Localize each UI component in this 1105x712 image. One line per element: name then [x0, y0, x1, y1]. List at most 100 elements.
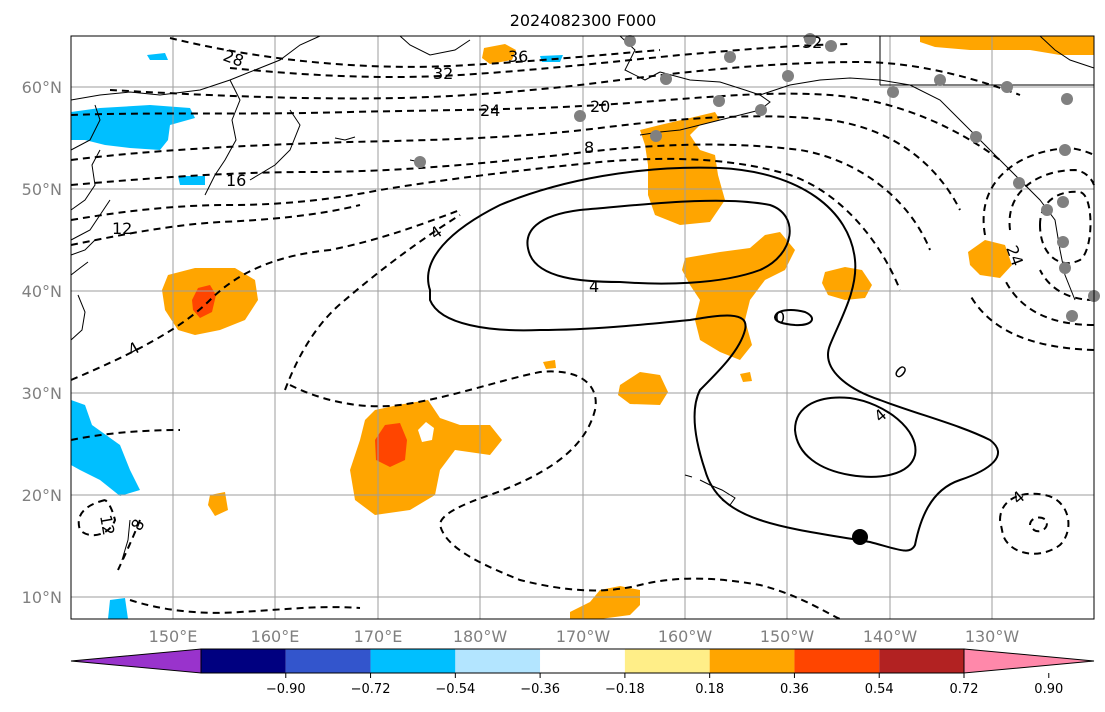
hole-w25: [418, 422, 434, 442]
station-dot: [660, 73, 672, 85]
lon-labels: 150°E 160°E 170°E 180°W 170°W 160°W 150°…: [149, 627, 1020, 646]
contour-label-36: 36: [508, 47, 528, 66]
cyan-area-small-1: [147, 53, 168, 60]
colorbar-extend-high: [963, 648, 1095, 674]
colorbar-tick-label: −0.36: [520, 682, 560, 697]
colorbar-segment: [370, 649, 456, 673]
colorbar-segment: [624, 649, 710, 673]
map-frame: [70, 35, 1095, 620]
red-area-w25: [375, 423, 407, 467]
station-dot: [624, 35, 636, 47]
lat-label: 20°N: [22, 486, 62, 505]
station-dot: [782, 70, 794, 82]
lat-label: 60°N: [22, 78, 62, 97]
station-dot: [414, 156, 426, 168]
lon-label: 170°E: [354, 627, 403, 646]
orange-area-tiny-1: [208, 492, 228, 516]
contour-label-4c: 4: [589, 277, 599, 296]
station-dot: [724, 51, 736, 63]
station-dot: [1057, 236, 1069, 248]
colorbar-tick-label: 0.90: [1034, 682, 1063, 697]
station-dot: [713, 95, 725, 107]
colorbar-segment: [285, 649, 371, 673]
contour-label-12: 12: [112, 219, 132, 238]
colorbar-tick-label: −0.90: [266, 682, 306, 697]
station-dot: [887, 86, 899, 98]
lon-label: 170°W: [556, 627, 611, 646]
orange-area-central: [618, 372, 668, 405]
colorbar-segment: [540, 649, 625, 673]
orange-area-south: [570, 586, 640, 619]
cyan-area-sw: [71, 400, 140, 496]
contour-label-0a: 0: [775, 308, 785, 327]
lat-label: 50°N: [22, 180, 62, 199]
colorbar-tick-label: −0.54: [435, 682, 475, 697]
lat-labels: 60°N 50°N 40°N 30°N 20°N 10°N: [22, 78, 62, 607]
orange-area-tiny-2: [543, 360, 556, 369]
colorbar: −0.90 −0.72 −0.54 −0.36 −0.18 0.18 0.36 0.54 0.7…: [70, 648, 1095, 697]
colorbar-tick-label: 0.54: [865, 682, 894, 697]
colorbar-segment: [879, 649, 964, 673]
station-dots: [414, 33, 1100, 322]
lat-label: 30°N: [22, 384, 62, 403]
station-dot: [1001, 81, 1013, 93]
colorbar-tick-label: 0.36: [780, 682, 809, 697]
contour-label-20: 20: [590, 97, 610, 116]
colorbar-tick-label: −0.18: [605, 682, 645, 697]
station-dot: [1013, 177, 1025, 189]
station-dot: [1066, 310, 1078, 322]
lon-label: 150°E: [149, 627, 198, 646]
lon-label: 140°W: [863, 627, 918, 646]
orange-area-east: [822, 267, 872, 300]
cyan-area-nw: [71, 105, 195, 150]
orange-area-tiny-3: [740, 372, 752, 382]
orange-area-mid: [682, 232, 795, 360]
colorbar-outline: [200, 648, 965, 674]
colorbar-extend-low: [70, 648, 202, 674]
lon-label: 150°W: [760, 627, 815, 646]
colorbar-segment: [709, 649, 795, 673]
contour-label-24: 24: [480, 101, 500, 120]
gridlines: [71, 36, 1094, 619]
contour-label-16: 16: [226, 171, 246, 190]
colorbar-segment: [201, 649, 286, 673]
station-dot: [574, 110, 586, 122]
station-dot: [825, 40, 837, 52]
lon-label: 160°W: [658, 627, 713, 646]
lat-label: 10°N: [22, 588, 62, 607]
lon-label: 160°E: [251, 627, 300, 646]
solid-contours: [427, 166, 1000, 552]
orange-area-top-mid: [482, 44, 516, 64]
station-dot: [1059, 262, 1071, 274]
cyan-area-small-2: [178, 176, 205, 185]
lon-label: 180°W: [453, 627, 508, 646]
station-dot: [934, 74, 946, 86]
coastlines: [70, 35, 1095, 561]
station-dot: [1057, 196, 1069, 208]
lon-label: 130°W: [965, 627, 1020, 646]
colorbar-tick-label: 0.18: [695, 682, 724, 697]
colorbar-segment: [794, 649, 880, 673]
cyan-area-small-4: [108, 598, 128, 619]
station-dot: [804, 33, 816, 45]
shaded-anomalies: [71, 36, 1094, 619]
station-dot: [1059, 144, 1071, 156]
colorbar-tick-label: −0.72: [351, 682, 391, 697]
orange-area-top-right: [920, 36, 1094, 55]
contour-label-8: 8: [584, 138, 594, 157]
dashed-contours: [70, 37, 1095, 620]
station-dot: [650, 130, 662, 142]
black-marker: [852, 529, 868, 545]
contour-label-12b: 12: [96, 513, 118, 536]
orange-area-ne: [968, 240, 1012, 278]
map-title: 2024082300 F000: [510, 11, 657, 30]
station-dot: [1061, 93, 1073, 105]
cyan-area-small-3: [540, 55, 563, 62]
station-dot: [970, 131, 982, 143]
station-dot: [1041, 204, 1053, 216]
station-dot: [755, 104, 767, 116]
colorbar-segment: [455, 649, 541, 673]
colorbar-tick-label: 0.72: [950, 682, 979, 697]
contour-label-32: 32: [433, 64, 453, 83]
